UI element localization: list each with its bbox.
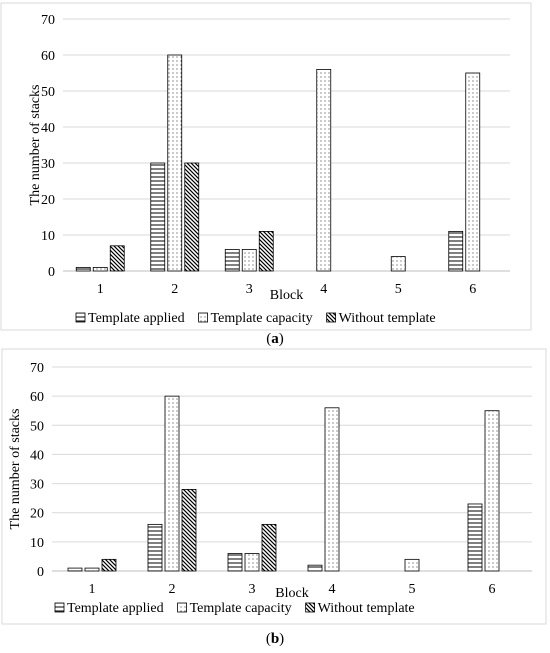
x-tick-label: 1 (89, 582, 96, 597)
bar-dots-block-4 (324, 407, 340, 572)
bar-dots-block-3 (241, 248, 257, 272)
x-tick-label: 4 (320, 282, 327, 297)
bar-dots-block-5 (390, 256, 406, 272)
bar-horizontal-lines-block-6 (448, 230, 464, 272)
x-tick-label: 5 (409, 582, 416, 597)
legend-label: Template applied (67, 601, 164, 616)
legend-label: Without template (339, 311, 436, 326)
x-tick-label: 2 (169, 582, 176, 597)
panel-label-b: (b) (265, 631, 285, 647)
legend-swatch (177, 602, 187, 613)
bar-dots-block-6 (484, 410, 500, 572)
bar-horizontal-lines-block-1 (67, 567, 83, 572)
y-tick-label: 50 (41, 85, 55, 100)
bar-dots-block-2 (164, 395, 180, 572)
y-tick-label: 60 (30, 390, 44, 405)
x-tick-label: 1 (97, 282, 104, 297)
x-tick-label: 3 (249, 582, 256, 597)
y-tick-label: 50 (30, 419, 44, 434)
legend-swatch (326, 312, 337, 323)
y-axis-label: The number of stacks (8, 409, 23, 530)
bar-dots-block-3 (244, 553, 260, 572)
y-tick-label: 30 (30, 478, 44, 493)
bar-diagonal-lines-block-1 (109, 245, 125, 272)
y-tick-label: 40 (41, 121, 55, 136)
y-tick-label: 30 (41, 157, 55, 172)
x-tick-label: 2 (171, 282, 178, 297)
legend-item: Without template (326, 311, 436, 326)
legend-swatch (198, 312, 208, 323)
bar-horizontal-lines-block-2 (150, 162, 166, 272)
x-tick-label: 4 (329, 582, 336, 597)
legend-label: Template capacity (190, 601, 292, 616)
legend-label: Template applied (88, 311, 185, 326)
y-tick-label: 70 (41, 13, 55, 28)
legend-item: Template capacity (198, 311, 313, 326)
x-tick-label: 6 (469, 282, 476, 297)
chart-frame (0, 2, 532, 331)
bar-horizontal-lines-block-3 (227, 553, 243, 572)
legend-item: Template applied (75, 311, 185, 326)
legend-swatch (75, 312, 86, 323)
chart-panel-b: 0 10 20 30 40 50 60 70 1 2 3 4 5 6 Block The number of … (0, 346, 550, 653)
y-tick-label: 10 (41, 229, 55, 244)
bar-diagonal-lines-block-2 (184, 162, 200, 272)
chart-b: 0 10 20 30 40 50 60 70 1 2 3 4 5 6 Block The number of … (1, 348, 547, 625)
y-tick-label: 70 (30, 361, 44, 376)
bar-horizontal-lines-block-1 (75, 266, 91, 272)
x-tick-label: 5 (395, 282, 402, 297)
bar-horizontal-lines-block-6 (467, 503, 483, 572)
chart-frame (1, 348, 547, 625)
y-tick-label: 20 (30, 507, 44, 522)
bar-dots-block-1 (92, 266, 108, 272)
legend-swatch (305, 602, 316, 613)
bar-horizontal-lines-block-4 (307, 564, 323, 572)
bar-diagonal-lines-block-2 (181, 488, 197, 572)
y-tick-label: 0 (37, 565, 44, 580)
y-tick-label: 40 (30, 448, 44, 463)
bar-horizontal-lines-block-3 (224, 248, 240, 272)
bar-diagonal-lines-block-3 (258, 230, 274, 272)
bar-dots-block-4 (316, 69, 332, 272)
bar-dots-block-6 (465, 72, 481, 272)
bar-dots-block-2 (167, 54, 183, 272)
panel-label-a: (a) (266, 331, 284, 347)
legend-label: Template capacity (211, 311, 313, 326)
legend-swatch (54, 602, 65, 613)
bar-dots-block-1 (84, 567, 100, 572)
y-tick-label: 20 (41, 193, 55, 208)
x-axis-label: Block (275, 586, 308, 601)
legend-item: Without template (305, 601, 415, 616)
x-tick-label: 3 (246, 282, 253, 297)
x-tick-label: 6 (489, 582, 496, 597)
legend-label: Without template (318, 601, 415, 616)
bar-diagonal-lines-block-1 (101, 558, 117, 572)
legend-item: Template applied (54, 601, 164, 616)
chart-panel-a: 0 10 20 30 40 50 60 70 1 2 3 4 5 6 Block The number of … (0, 2, 532, 347)
legend-item: Template capacity (177, 601, 292, 616)
y-tick-label: 60 (41, 49, 55, 64)
y-tick-label: 10 (30, 536, 44, 551)
bar-horizontal-lines-block-2 (147, 523, 163, 572)
chart-a: 0 10 20 30 40 50 60 70 1 2 3 4 5 6 Block The number of … (0, 2, 532, 331)
bar-dots-block-5 (404, 558, 420, 572)
y-tick-label: 0 (48, 265, 55, 280)
x-axis-label: Block (270, 288, 303, 303)
y-axis-label: The number of stacks (28, 85, 43, 206)
bar-diagonal-lines-block-3 (261, 523, 277, 572)
